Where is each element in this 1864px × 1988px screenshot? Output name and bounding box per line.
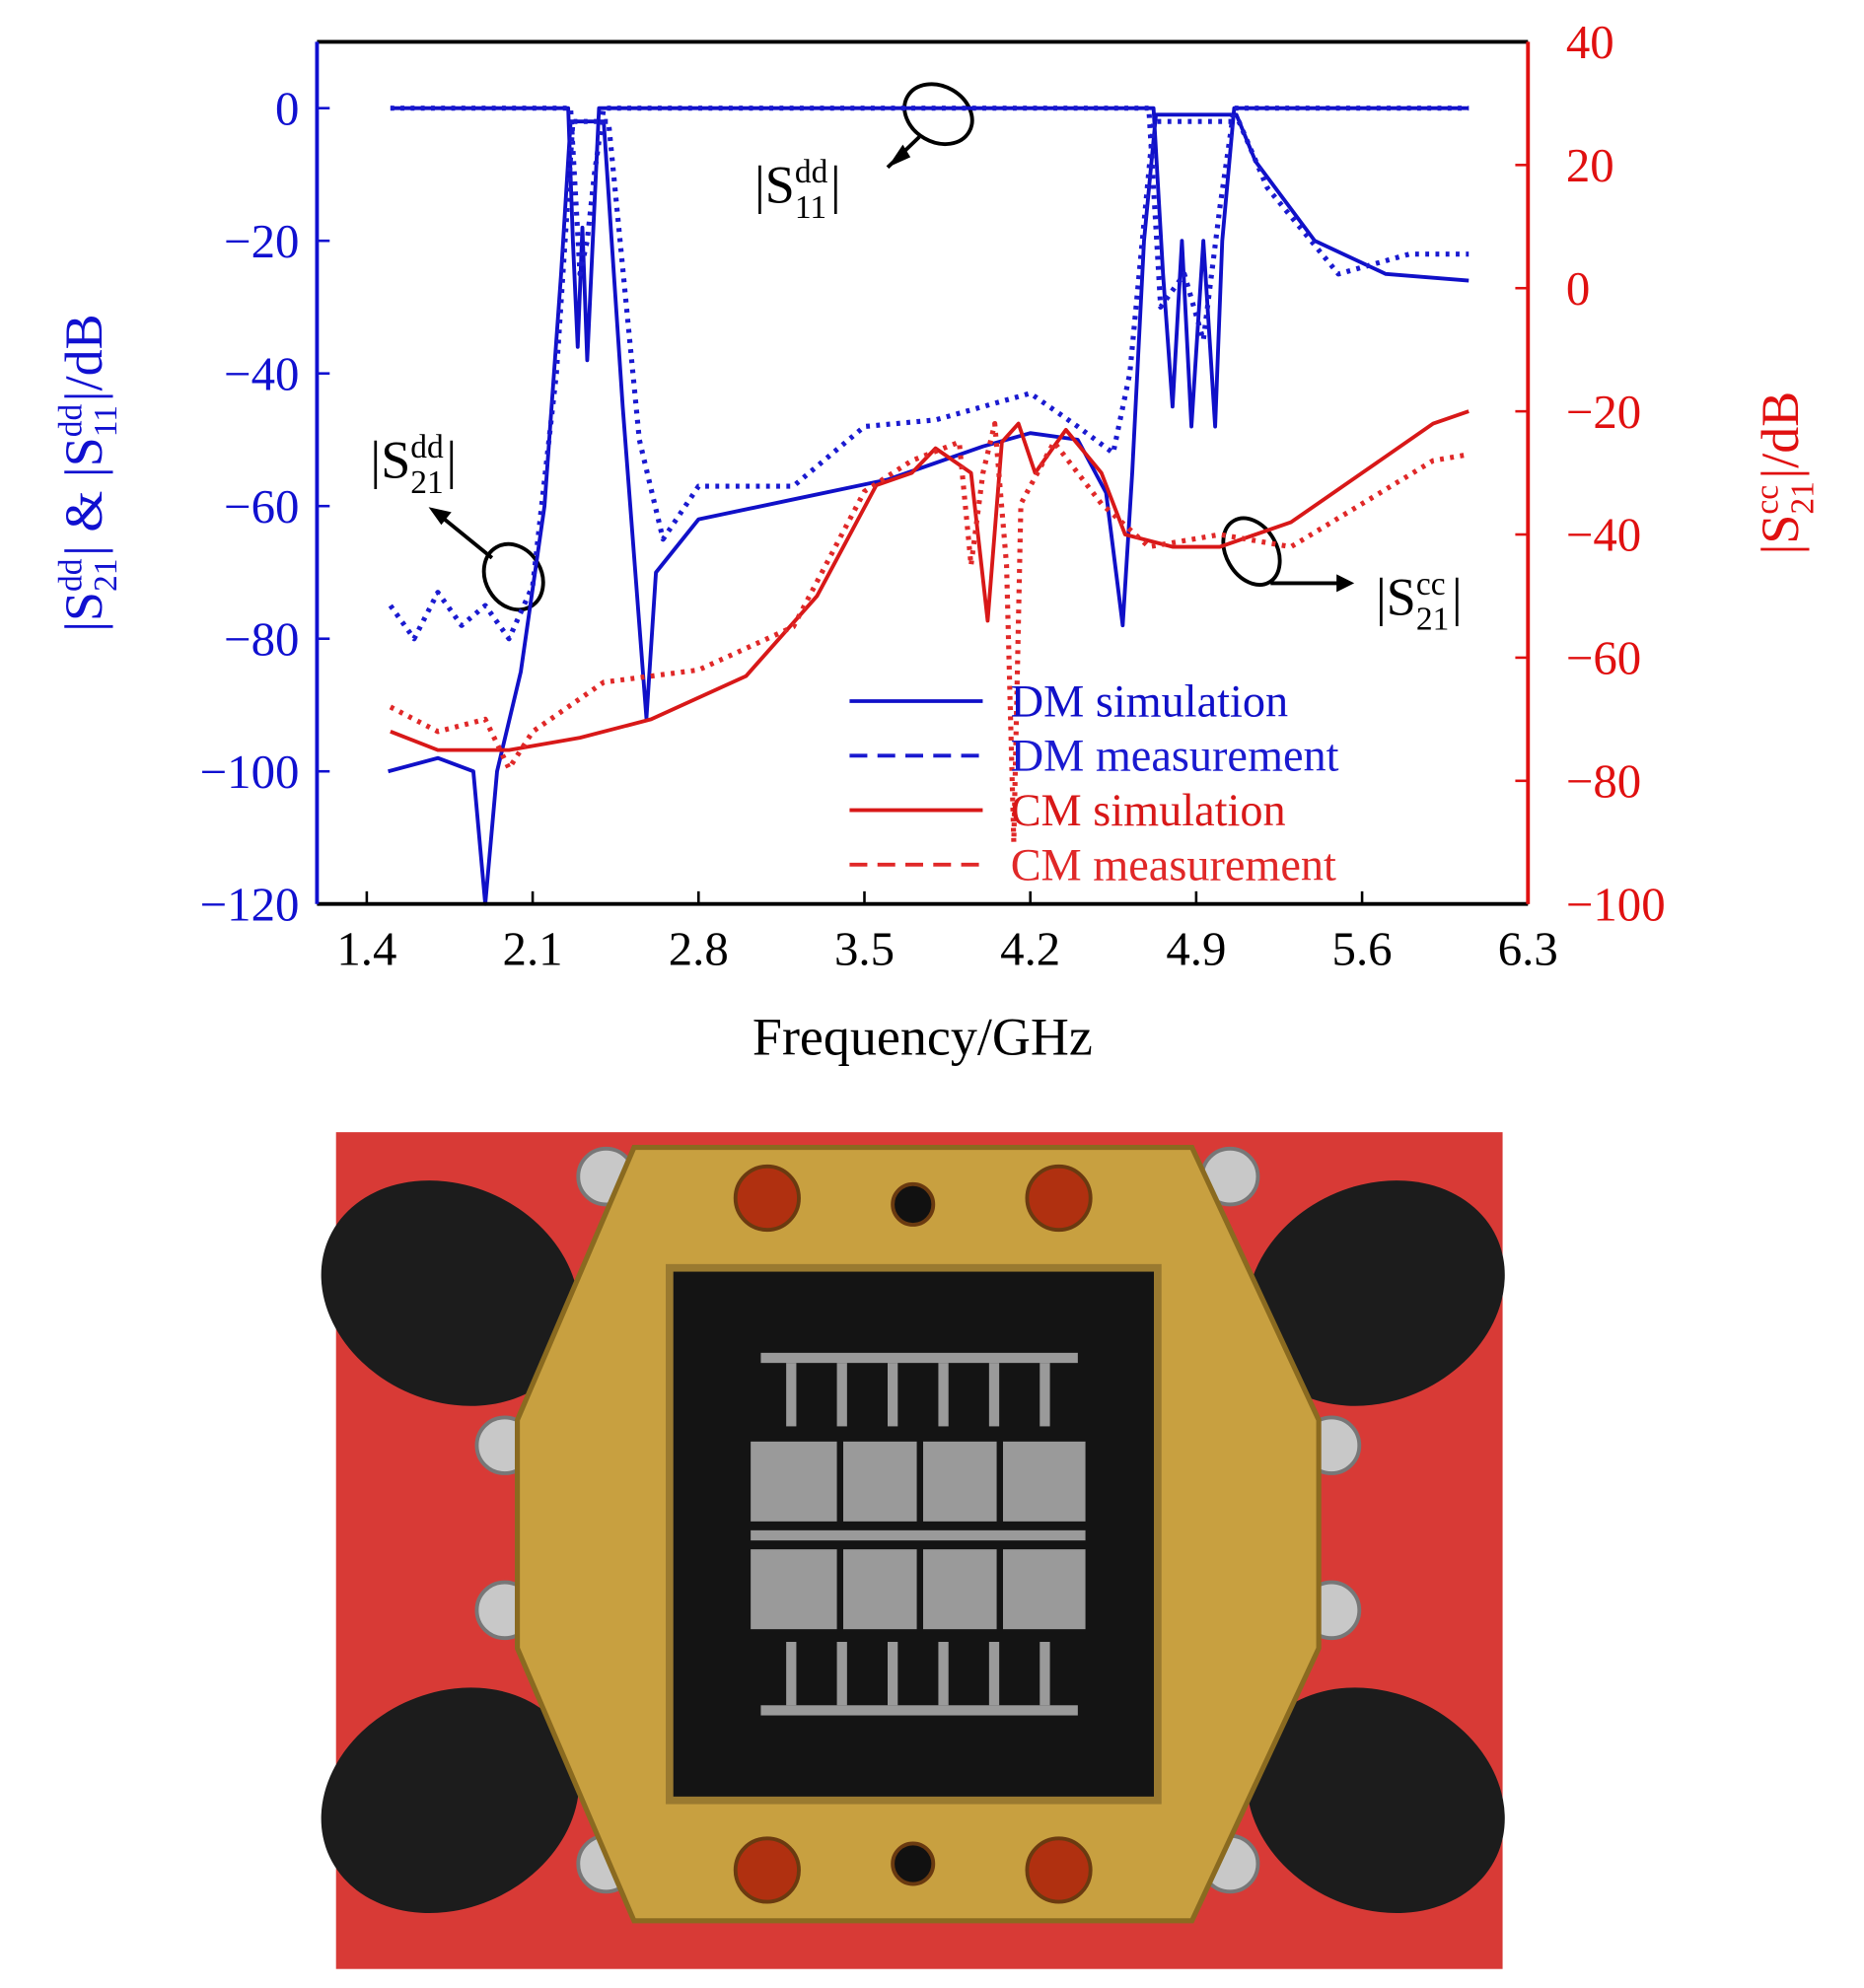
y2-tick-label: 40 <box>1566 15 1614 69</box>
legend-label: CM simulation <box>1011 786 1286 836</box>
arrow-head <box>888 144 911 168</box>
label-sub: 11 <box>88 405 124 437</box>
y2-tick-label: 20 <box>1566 138 1614 192</box>
label-text: | <box>830 156 841 215</box>
y-tick-label: −40 <box>224 346 299 400</box>
arrow-heads <box>428 144 1355 593</box>
label-text: |S <box>1751 515 1810 555</box>
label-text: |/dB <box>54 314 113 401</box>
legend-label: DM measurement <box>1011 732 1339 782</box>
x-tick-label: 1.4 <box>336 921 396 975</box>
label-sup: dd <box>410 429 444 465</box>
y2-tick-label: −80 <box>1566 754 1641 809</box>
label-text: | & |S <box>54 437 113 556</box>
ellipse <box>1221 516 1282 587</box>
y-tick-label: −20 <box>224 214 299 268</box>
legend-label: DM simulation <box>1011 676 1288 727</box>
label-sub: 11 <box>795 189 826 226</box>
ellipse <box>902 82 974 147</box>
arrow <box>436 512 494 560</box>
label-sub: 21 <box>1416 602 1449 638</box>
label-text: |S <box>54 592 113 632</box>
series-line <box>389 420 1470 845</box>
label-text: | <box>1452 568 1463 627</box>
series-line <box>390 409 1470 752</box>
x-tick-label: 5.6 <box>1332 921 1393 975</box>
connector <box>321 1687 580 1914</box>
label-text: |S <box>754 156 795 215</box>
x-axis-label: Frequency/GHz <box>753 1008 1093 1067</box>
label-text: |S <box>1376 568 1416 627</box>
y-tick-label: −120 <box>200 877 300 931</box>
y2-tick-label: −100 <box>1566 877 1666 931</box>
connector <box>1247 1180 1505 1406</box>
label-sub: 21 <box>1784 481 1821 514</box>
label-text: |S <box>370 431 410 490</box>
y2-tick-label: −40 <box>1566 508 1641 562</box>
y-tick-label: 0 <box>275 81 299 135</box>
label-text: | <box>446 431 457 490</box>
x-tick-label: 6.3 <box>1498 921 1558 975</box>
x-tick-label: 2.8 <box>669 921 729 975</box>
arrow-head <box>428 507 452 526</box>
arrow-head <box>1336 574 1355 593</box>
label-sup: dd <box>52 404 89 438</box>
y-tick-label: −80 <box>224 611 299 666</box>
device-photo <box>321 1132 1505 1969</box>
x-tick-label: 3.5 <box>834 921 895 975</box>
legend-label: CM measurement <box>1011 840 1336 890</box>
x-tick-label: 4.2 <box>1000 921 1060 975</box>
y-tick-label: −60 <box>224 479 299 533</box>
y2-tick-label: 0 <box>1566 261 1590 316</box>
x-tick-label: 2.1 <box>503 921 563 975</box>
holes <box>733 1164 1093 1904</box>
label-text: |/dB <box>1751 391 1810 479</box>
label-sup: cc <box>1750 485 1786 515</box>
connector <box>1247 1687 1505 1914</box>
plot: 1.4 2.1 2.8 3.5 4.2 4.9 5.6 6.3 0 −20 −40 −60 −80 −10… <box>200 15 1666 975</box>
label-sub: 21 <box>410 464 443 501</box>
label-sup: dd <box>795 154 828 190</box>
y-tick-label: −100 <box>200 745 300 799</box>
y2-tick-label: −60 <box>1566 631 1641 685</box>
series-line <box>388 106 1470 906</box>
y2-tick-label: −20 <box>1566 385 1641 439</box>
label-sub: 21 <box>88 558 124 591</box>
circuit <box>751 1352 1086 1716</box>
label-sup: dd <box>52 558 89 592</box>
connector <box>321 1180 580 1406</box>
series-line <box>388 106 1470 642</box>
x-tick-label: 4.9 <box>1166 921 1226 975</box>
label-sup: cc <box>1416 566 1446 603</box>
